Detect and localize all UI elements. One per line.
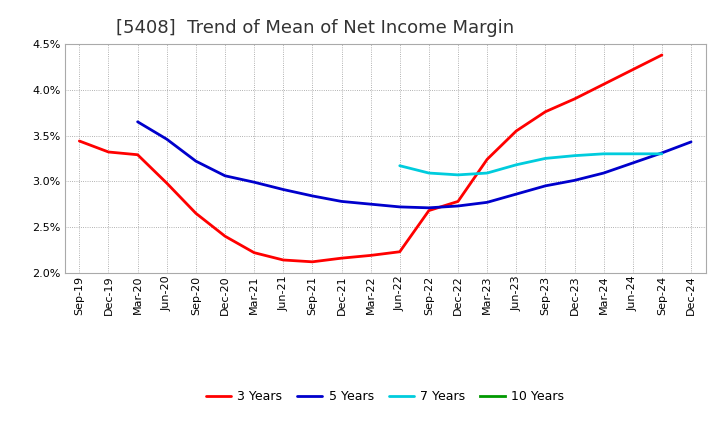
7 Years <box>454 172 462 177</box>
5 Years <box>512 191 521 197</box>
5 Years <box>220 173 229 179</box>
5 Years <box>657 150 666 156</box>
5 Years <box>687 139 696 145</box>
3 Years <box>250 250 258 255</box>
3 Years <box>657 52 666 58</box>
7 Years <box>657 151 666 157</box>
3 Years <box>75 138 84 143</box>
Line: 7 Years: 7 Years <box>400 154 662 175</box>
5 Years <box>279 187 287 192</box>
3 Years <box>308 259 317 264</box>
5 Years <box>133 119 142 125</box>
5 Years <box>425 205 433 210</box>
3 Years <box>337 256 346 261</box>
Line: 5 Years: 5 Years <box>138 122 691 208</box>
3 Years <box>425 208 433 213</box>
7 Years <box>425 170 433 176</box>
Line: 3 Years: 3 Years <box>79 55 662 262</box>
5 Years <box>570 178 579 183</box>
5 Years <box>395 204 404 209</box>
7 Years <box>629 151 637 157</box>
3 Years <box>541 109 550 114</box>
5 Years <box>250 180 258 185</box>
3 Years <box>192 211 200 216</box>
5 Years <box>599 170 608 176</box>
3 Years <box>366 253 375 258</box>
3 Years <box>220 234 229 239</box>
7 Years <box>512 162 521 168</box>
3 Years <box>599 82 608 87</box>
3 Years <box>104 149 113 154</box>
5 Years <box>308 193 317 198</box>
7 Years <box>395 163 404 169</box>
5 Years <box>454 203 462 209</box>
3 Years <box>454 199 462 204</box>
3 Years <box>512 128 521 134</box>
7 Years <box>483 170 492 176</box>
3 Years <box>395 249 404 254</box>
5 Years <box>192 158 200 164</box>
3 Years <box>279 257 287 263</box>
5 Years <box>337 199 346 204</box>
7 Years <box>541 156 550 161</box>
5 Years <box>541 183 550 188</box>
3 Years <box>570 96 579 102</box>
3 Years <box>163 180 171 186</box>
5 Years <box>483 200 492 205</box>
7 Years <box>599 151 608 157</box>
5 Years <box>366 202 375 207</box>
Text: [5408]  Trend of Mean of Net Income Margin: [5408] Trend of Mean of Net Income Margi… <box>116 19 514 37</box>
5 Years <box>163 136 171 142</box>
3 Years <box>483 157 492 162</box>
Legend: 3 Years, 5 Years, 7 Years, 10 Years: 3 Years, 5 Years, 7 Years, 10 Years <box>201 385 570 408</box>
3 Years <box>133 152 142 158</box>
5 Years <box>629 160 637 165</box>
7 Years <box>570 153 579 158</box>
3 Years <box>629 67 637 72</box>
